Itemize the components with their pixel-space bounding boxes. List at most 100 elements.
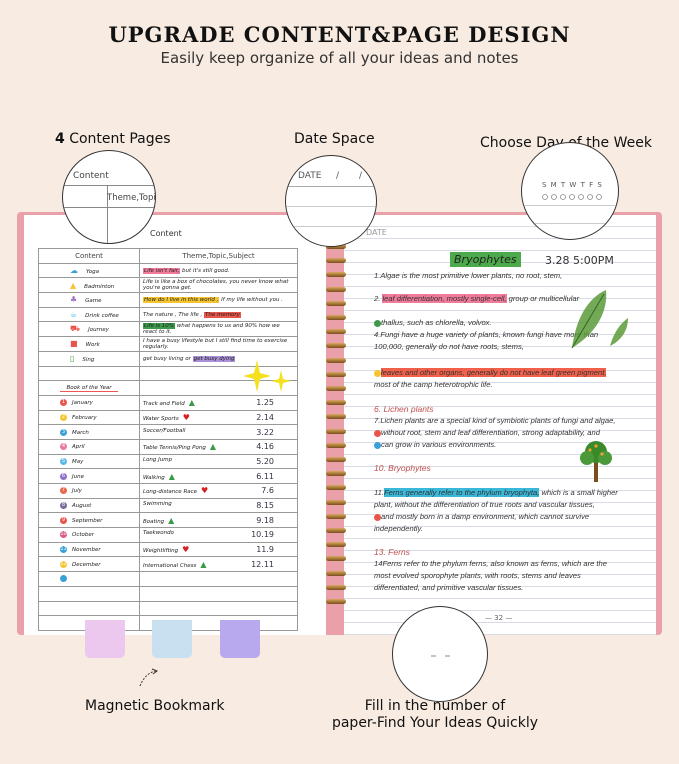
row-label: Journey	[88, 327, 109, 334]
bookmark-tab-purple[interactable]	[220, 620, 260, 658]
weekday-checkboxes[interactable]	[542, 193, 606, 201]
page-title: UPGRADE CONTENT&PAGE DESIGN	[108, 22, 571, 47]
row-label: Work	[85, 342, 100, 349]
month-date: 4.16	[256, 442, 274, 452]
row-label: Game	[85, 298, 102, 305]
spiral-ring	[326, 286, 346, 292]
spiral-ring	[326, 485, 346, 491]
spiral-ring	[326, 513, 346, 519]
note-line: 1.Algae is the most primitive lower plan…	[374, 271, 562, 280]
spiral-ring	[326, 584, 346, 590]
note-line: 100,000, generally do not have roots, st…	[374, 342, 524, 351]
month-date: 3.22	[256, 427, 274, 437]
row-label: Yoga	[86, 269, 99, 276]
spiral-ring	[326, 400, 346, 406]
spiral-ring	[326, 428, 346, 434]
table-row: 8 August 8.15 Swimming	[38, 497, 298, 514]
row-text: The nature , The life ,	[143, 311, 204, 318]
weekday-letters: S M T W T F S	[542, 181, 602, 189]
note-line: 11.Ferns generally refer to the phylum b…	[374, 488, 618, 497]
table-row: 7 July 7.6 Long-distance Race ♥	[38, 483, 298, 499]
spiral-ring	[326, 599, 346, 604]
month-date: 1.25	[256, 398, 274, 408]
month-number-badge: 5	[60, 457, 67, 465]
number-dot-icon	[374, 369, 381, 377]
month-label: March	[72, 429, 89, 436]
line-text: plant, without the differentiation of tr…	[374, 500, 595, 509]
column-header: Theme,Topic,Subject	[139, 248, 298, 264]
month-number-badge: 4	[60, 443, 67, 451]
bookmark-tab-pink[interactable]	[85, 620, 125, 658]
spiral-ring	[326, 457, 346, 462]
row-text: what happens to us and 90% how we react …	[143, 323, 280, 336]
content-table: Content Theme,Topic,Subject ☁ Yoga Life isn'…	[38, 248, 298, 631]
line-text: thallus, such as chlorella, volvox.	[381, 318, 492, 327]
phone-icon: ▯	[70, 354, 75, 364]
month-number-badge: 2	[60, 413, 67, 421]
yoga-icon: ☁	[70, 266, 78, 276]
month-date: 9.18	[256, 515, 274, 525]
table-row: 9 September 9.18 Boating ▲	[38, 512, 298, 529]
month-label: June	[72, 473, 84, 480]
row-text: get busy living or	[143, 355, 193, 362]
zoom-circle-content: Content Theme,Topic,Subject	[62, 150, 156, 244]
table-row: ⛟ Journey Life is 10% what happens to us a…	[38, 321, 298, 338]
note-line: most of the camp heterotrophic life.	[374, 380, 493, 389]
note-line: 7.Lichen plants are a special kind of sy…	[374, 416, 615, 425]
number-dot-icon	[374, 319, 381, 327]
triangle-icon: ▲	[188, 398, 195, 408]
month-label: July	[72, 488, 82, 495]
highlight: Life is 10%	[143, 323, 176, 330]
table-row: 3 March 3.22 Soccer/Football	[38, 424, 298, 440]
month-label: August	[72, 503, 92, 510]
table-row: 2 February 2.14 Water Sports ♥	[38, 409, 298, 426]
activity: Soccer/Football	[143, 427, 186, 434]
month-number-badge: 7	[60, 487, 67, 495]
month-label: January	[72, 400, 93, 407]
column-header: Content	[38, 248, 140, 264]
zoom-circle-date: DATE / /	[285, 155, 377, 247]
highlight: leaf differentiation, mostly single-cell…	[382, 294, 507, 303]
triangle-icon: ▲	[200, 559, 207, 569]
row-text: but it's still good.	[180, 267, 230, 274]
spiral-ring	[326, 329, 346, 335]
highlight: The memory	[203, 311, 241, 318]
line-text: 100,000, generally do not have roots, st…	[374, 342, 524, 351]
line-text: which is a small higher	[539, 488, 618, 497]
spiral-ring	[326, 258, 346, 264]
row-label: Drink coffee	[85, 313, 119, 320]
note-line: 2. leaf differentiation, mostly single-c…	[374, 294, 579, 303]
date-label: DATE	[366, 228, 387, 237]
highlight: get busy dying	[192, 355, 236, 362]
month-date: 2.14	[256, 412, 274, 422]
badminton-icon: ▲	[70, 280, 77, 290]
month-date: 8.15	[256, 501, 274, 511]
row-label: Badminton	[84, 283, 115, 290]
activity: Water Sports	[143, 415, 179, 422]
month-number-badge: 3	[60, 428, 67, 436]
table-row: 4 April 4.16 Table Tennis/Ping Pong ▲	[38, 438, 298, 455]
line-text: 14Ferns refer to the phylum ferns, also …	[374, 559, 607, 568]
table-row: 6 June 6.11 Walking ▲	[38, 468, 298, 484]
note-line: plant, without the differentiation of tr…	[374, 500, 595, 509]
month-label: September	[72, 517, 103, 524]
bookmark-tab-blue[interactable]	[152, 620, 192, 658]
page-subtitle: Easily keep organize of all your ideas a…	[160, 49, 519, 67]
month-label: April	[72, 444, 85, 451]
spiral-ring	[326, 272, 346, 278]
note-line: can grow in various environments.	[374, 440, 496, 449]
month-number-badge: 6	[60, 472, 67, 480]
month-date: 10.19	[251, 530, 274, 540]
tree-icon	[580, 441, 612, 482]
month-date: 5.20	[256, 456, 274, 466]
month-number-badge: 12	[60, 560, 67, 568]
month-date: 11.9	[256, 545, 274, 555]
table-row: 12 December 12.11 International Chess ▲	[38, 556, 298, 573]
leaf-icon	[571, 290, 628, 349]
note-line: leaves and other organs, generally do no…	[374, 368, 607, 377]
month-label: February	[72, 414, 97, 421]
section-heading: 10. Bryophytes	[374, 463, 431, 473]
arrow-icon	[139, 668, 159, 687]
page-number-caption-1: Fill in the number of	[364, 698, 506, 714]
line-text: 11.	[374, 488, 384, 497]
